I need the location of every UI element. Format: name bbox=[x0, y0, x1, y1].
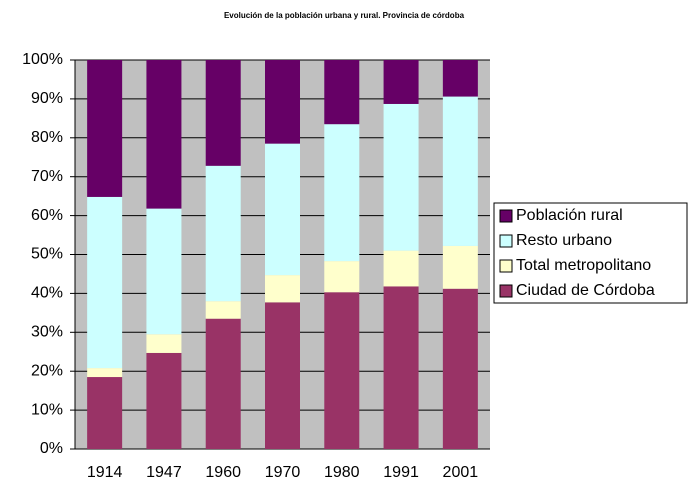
bar-segment bbox=[324, 124, 360, 262]
x-tick-label: 1960 bbox=[205, 464, 241, 481]
legend-swatch bbox=[499, 209, 513, 223]
bar-segment bbox=[265, 302, 300, 449]
bar-segment bbox=[383, 103, 419, 251]
bar-segment bbox=[205, 60, 241, 166]
bar-segment bbox=[87, 60, 123, 197]
x-tick-label: 1980 bbox=[324, 464, 360, 481]
bar-segment bbox=[146, 60, 182, 209]
bar-segment bbox=[324, 292, 360, 449]
bar-segment bbox=[324, 261, 360, 293]
legend-swatch bbox=[499, 259, 513, 273]
legend-label: Población rural bbox=[516, 207, 623, 224]
bar-segment bbox=[442, 96, 478, 246]
y-tick-label: 60% bbox=[31, 207, 63, 224]
bar-segment bbox=[442, 60, 478, 97]
bar-segment bbox=[205, 165, 241, 302]
bar-segment bbox=[146, 208, 182, 335]
bar-segment bbox=[265, 60, 300, 144]
bar-segment bbox=[265, 275, 300, 303]
bar-segment bbox=[146, 352, 182, 449]
bar-segment bbox=[265, 143, 300, 276]
bar-segment bbox=[442, 288, 478, 449]
legend-swatch bbox=[499, 284, 513, 298]
y-tick-label: 90% bbox=[31, 90, 63, 107]
x-tick-label: 1970 bbox=[265, 464, 301, 481]
bar-segment bbox=[146, 334, 182, 353]
bar-segment bbox=[383, 250, 419, 287]
legend-label: Total metropolitano bbox=[516, 257, 651, 274]
y-tick-label: 100% bbox=[22, 51, 63, 68]
x-tick-label: 1947 bbox=[146, 464, 182, 481]
y-tick-label: 20% bbox=[31, 362, 63, 379]
legend-box bbox=[493, 202, 688, 304]
y-tick-label: 80% bbox=[31, 129, 63, 146]
legend-label: Resto urbano bbox=[516, 232, 612, 249]
bar-segment bbox=[383, 60, 419, 104]
x-tick-label: 1914 bbox=[87, 464, 123, 481]
legend-swatch bbox=[499, 234, 513, 248]
bar-segment bbox=[324, 60, 360, 125]
legend-label: Ciudad de Córdoba bbox=[516, 282, 655, 299]
bar-segment bbox=[205, 301, 241, 319]
y-tick-label: 0% bbox=[40, 440, 63, 457]
y-tick-label: 50% bbox=[31, 246, 63, 263]
bar-segment bbox=[205, 318, 241, 449]
chart-title: Evolución de la población urbana y rural… bbox=[224, 11, 465, 20]
y-tick-label: 10% bbox=[31, 401, 63, 418]
bar-segment bbox=[87, 368, 123, 378]
x-tick-label: 2001 bbox=[443, 464, 479, 481]
y-tick-label: 40% bbox=[31, 285, 63, 302]
y-tick-label: 30% bbox=[31, 324, 63, 341]
x-tick-label: 1991 bbox=[383, 464, 419, 481]
bar-segment bbox=[87, 377, 123, 449]
y-tick-label: 70% bbox=[31, 168, 63, 185]
bar-segment bbox=[383, 286, 419, 449]
bar-segment bbox=[87, 196, 123, 369]
bar-segment bbox=[442, 245, 478, 289]
